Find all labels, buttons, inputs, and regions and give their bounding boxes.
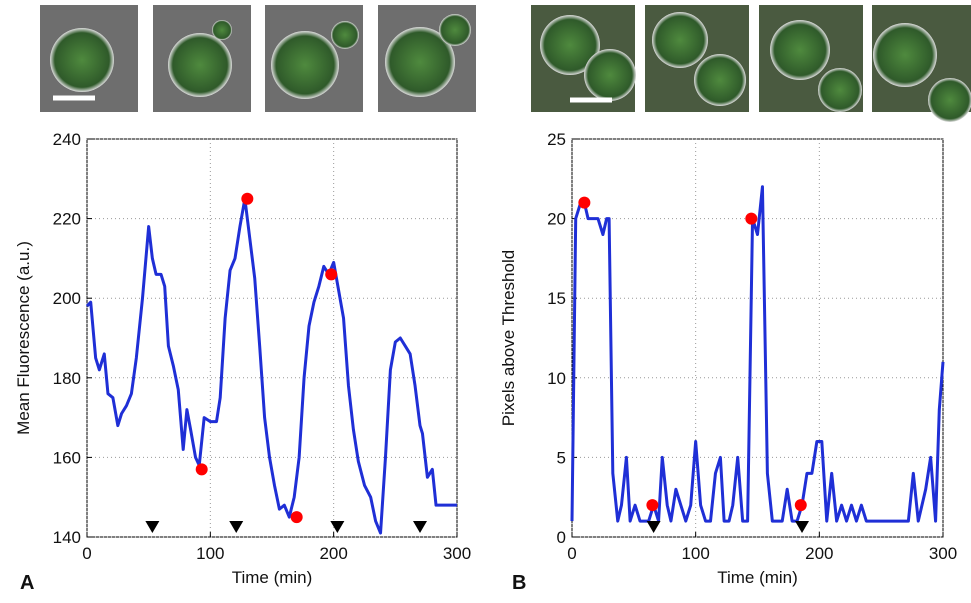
- plot: 0 100 200 300 140 160 180 200 220 240 Time (min) Me…: [14, 130, 471, 594]
- x-tick-label: 0: [82, 544, 91, 563]
- y-tick-label: 200: [53, 289, 81, 308]
- y-tick-label: 10: [547, 369, 566, 388]
- panel-label: A: [20, 572, 34, 594]
- event-marker: [795, 521, 810, 533]
- marker-point: [745, 212, 758, 225]
- marker-point: [578, 196, 591, 209]
- y-tick-label: 20: [547, 210, 566, 229]
- plot-area: [571, 138, 944, 538]
- marker-point: [794, 499, 807, 512]
- x-tick-label: 100: [681, 544, 709, 563]
- y-tick-label: 160: [53, 448, 81, 467]
- y-tick-label: 220: [53, 210, 81, 229]
- y-axis-label: Mean Fluorescence (a.u.): [14, 241, 33, 435]
- event-marker: [145, 521, 160, 533]
- marker-point: [290, 511, 303, 524]
- x-tick-label: 300: [929, 544, 957, 563]
- x-axis-label: Time (min): [717, 568, 798, 587]
- y-tick-label: 180: [53, 369, 81, 388]
- y-axis-label: Pixels above Threshold: [499, 250, 518, 426]
- micrographs-b: [531, 5, 971, 122]
- y-tick-label: 5: [557, 448, 566, 467]
- x-tick-label: 100: [196, 544, 224, 563]
- marker-point: [195, 463, 208, 476]
- x-tick-label: 200: [805, 544, 833, 563]
- event-marker: [413, 521, 427, 533]
- event-marker: [646, 521, 661, 533]
- y-tick-label: 25: [547, 130, 566, 149]
- y-tick-label: 0: [557, 528, 566, 547]
- event-marker: [330, 521, 345, 533]
- x-tick-label: 200: [319, 544, 347, 563]
- data-line: [570, 185, 945, 523]
- marker-point: [646, 499, 659, 512]
- micrographs-a: [40, 5, 476, 112]
- x-tick-label: 0: [567, 544, 576, 563]
- y-tick-label: 140: [53, 528, 81, 547]
- y-tick-label: 15: [547, 289, 566, 308]
- y-tick-label: 240: [53, 130, 81, 149]
- marker-point: [241, 192, 254, 205]
- event-marker: [229, 521, 244, 533]
- panel-label: B: [512, 572, 526, 594]
- x-axis-label: Time (min): [232, 568, 313, 587]
- marker-point: [325, 268, 338, 281]
- plot: 0 100 200 300 0 5 10 15 20 25 Time (min) Pixels abo…: [499, 130, 957, 594]
- x-tick-label: 300: [443, 544, 471, 563]
- data-line: [85, 197, 457, 535]
